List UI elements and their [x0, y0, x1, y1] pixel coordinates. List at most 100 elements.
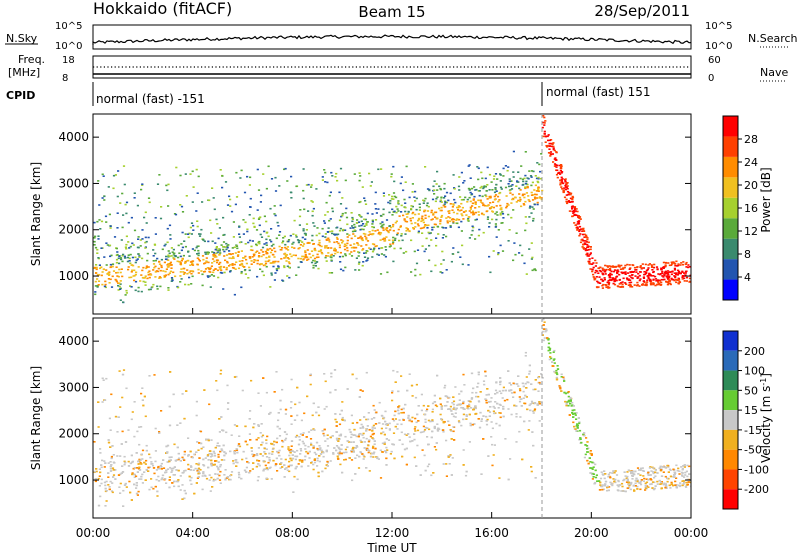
power-echo-cell: [268, 259, 271, 262]
velocity-echo-cell: [627, 483, 630, 486]
velocity-echo-cell: [160, 468, 163, 470]
power-echo-cell: [386, 227, 389, 229]
velocity-echo-cell: [138, 426, 141, 428]
velocity-echo-cell: [484, 375, 487, 377]
power-echo-cell: [477, 199, 480, 202]
power-echo-cell: [422, 219, 425, 221]
velocity-echo-cell: [536, 404, 539, 406]
power-echo-cell: [312, 222, 315, 224]
power-echo-cell: [174, 255, 177, 258]
power-echo-cell: [658, 282, 661, 285]
power-echo-cell: [481, 195, 484, 198]
power-echo-cell: [515, 232, 518, 234]
velocity-echo-cell: [272, 444, 275, 446]
power-echo-cell: [678, 281, 682, 284]
velocity-echo-cell: [357, 435, 360, 438]
velocity-echo-cell: [519, 398, 522, 400]
power-echo-cell: [212, 197, 215, 199]
velocity-echo-cell: [448, 463, 451, 465]
velocity-echo-cell: [123, 455, 126, 458]
power-echo-cell: [518, 200, 522, 202]
velocity-echo-cell: [639, 469, 642, 471]
power-echo-cell: [222, 288, 225, 290]
velocity-echo-cell: [93, 470, 97, 473]
velocity-echo-cell: [137, 468, 141, 470]
cpid-segment-2: normal (fast) 151: [546, 85, 650, 99]
power-echo-cell: [394, 221, 397, 224]
power-echo-cell: [147, 274, 150, 276]
velocity-echo-cell: [306, 452, 310, 455]
velocity-echo-cell: [316, 465, 319, 467]
power-echo-cell: [350, 212, 353, 214]
velocity-echo-cell: [424, 418, 427, 421]
velocity-echo-cell: [323, 373, 326, 375]
velocity-echo-cell: [462, 464, 465, 466]
power-echo-cell: [462, 198, 465, 201]
power-echo-cell: [542, 135, 545, 138]
velocity-echo-cell: [145, 449, 148, 452]
velocity-echo-cell: [483, 383, 486, 386]
power-echo-cell: [317, 256, 320, 258]
power-echo-cell: [222, 266, 226, 268]
velocity-echo-cell: [287, 446, 290, 448]
power-echo-cell: [638, 285, 641, 287]
velocity-echo-cell: [367, 444, 370, 447]
velocity-echo-cell: [218, 474, 221, 477]
power-echo-cell: [330, 247, 333, 249]
velocity-echo-cell: [323, 434, 326, 437]
power-echo-cell: [614, 277, 617, 280]
velocity-echo-cell: [518, 388, 522, 390]
velocity-echo-cell: [125, 387, 128, 390]
power-echo-cell: [112, 270, 116, 272]
velocity-echo-cell: [359, 439, 362, 442]
power-echo-cell: [362, 261, 365, 263]
power-echo-cell: [295, 234, 298, 237]
velocity-echo-cell: [121, 396, 124, 399]
velocity-echo-cell: [506, 398, 509, 401]
velocity-echo-cell: [667, 477, 670, 480]
power-echo-cell: [204, 268, 208, 270]
velocity-echo-cell: [213, 452, 216, 455]
velocity-echo-cell: [454, 408, 457, 411]
power-echo-cell: [682, 261, 685, 263]
velocity-echo-cell: [553, 358, 556, 360]
power-echo-cell: [478, 194, 481, 197]
velocity-echo-cell: [431, 430, 434, 433]
power-echo-cell: [327, 227, 330, 229]
power-echo-cell: [364, 203, 368, 205]
power-echo-cell: [424, 217, 427, 219]
power-echo-cell: [543, 133, 546, 135]
power-echo-cell: [581, 230, 584, 232]
power-echo-cell: [645, 271, 648, 273]
power-echo-cell: [339, 203, 343, 205]
velocity-echo-cell: [379, 477, 383, 479]
velocity-echo-cell: [498, 403, 501, 406]
colorbar-tick-label: 24: [744, 156, 758, 169]
velocity-echo-cell: [265, 391, 268, 394]
power-echo-cell: [428, 244, 431, 247]
power-echo-cell: [283, 235, 286, 238]
velocity-echo-cell: [449, 454, 452, 456]
power-echo-cell: [466, 198, 469, 201]
velocity-echo-cell: [596, 480, 599, 482]
power-echo-cell: [328, 239, 331, 241]
power-echo-cell: [353, 223, 356, 226]
power-echo-cell: [176, 260, 179, 263]
power-echo-cell: [631, 271, 634, 273]
velocity-echo-cell: [533, 408, 537, 410]
velocity-echo-cell: [675, 484, 678, 486]
velocity-echo-cell: [386, 449, 389, 451]
velocity-echo-cell: [313, 429, 316, 431]
velocity-echo-cell: [639, 488, 642, 491]
velocity-echo-cell: [354, 434, 357, 436]
power-echo-cell: [443, 182, 446, 185]
velocity-echo-cell: [668, 468, 671, 471]
power-echo-cell: [512, 171, 515, 173]
velocity-echo-cell: [666, 480, 669, 483]
velocity-echo-cell: [216, 444, 219, 447]
velocity-echo-cell: [610, 483, 614, 485]
velocity-echo-cell: [214, 479, 217, 481]
velocity-echo-cell: [509, 458, 512, 460]
colorbar-tick-label: 8: [744, 248, 751, 261]
velocity-echo-cell: [527, 429, 530, 431]
